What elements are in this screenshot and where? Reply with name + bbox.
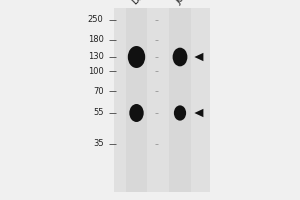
- Bar: [169, 8, 190, 192]
- Text: 250: 250: [88, 16, 103, 24]
- Ellipse shape: [172, 48, 188, 66]
- Text: 55: 55: [93, 108, 104, 117]
- Text: 180: 180: [88, 36, 103, 45]
- Text: Jurkat: Jurkat: [174, 0, 199, 6]
- Text: 130: 130: [88, 52, 103, 61]
- Ellipse shape: [128, 46, 145, 68]
- Bar: [126, 8, 147, 192]
- Bar: [114, 8, 210, 192]
- Text: 35: 35: [93, 140, 104, 148]
- Text: Daudi: Daudi: [130, 0, 155, 6]
- Ellipse shape: [129, 104, 144, 122]
- Ellipse shape: [174, 105, 186, 121]
- Text: 70: 70: [93, 87, 104, 96]
- Text: 100: 100: [88, 66, 103, 75]
- Polygon shape: [194, 109, 203, 117]
- Polygon shape: [194, 53, 203, 61]
